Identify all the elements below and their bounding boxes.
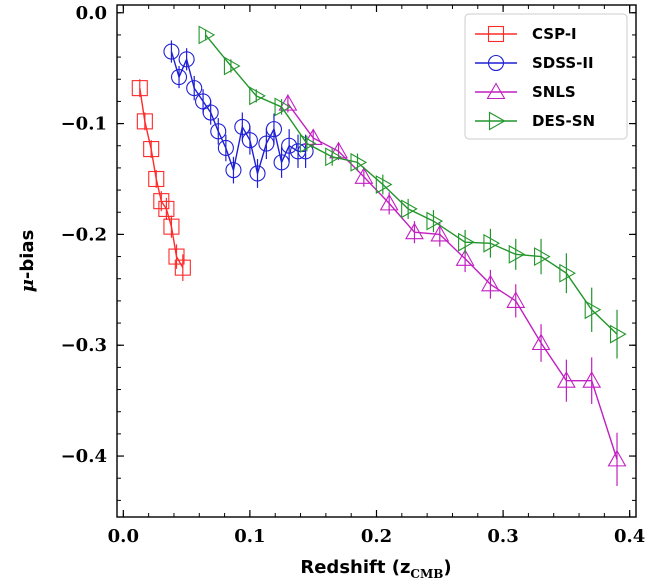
data-point bbox=[199, 26, 214, 43]
x-tick-label: 0.3 bbox=[487, 526, 518, 547]
x-axis-title: Redshift (zCMB) bbox=[300, 557, 451, 581]
x-tick-label: 0.1 bbox=[234, 526, 265, 547]
y-tick-label: −0.3 bbox=[61, 335, 107, 356]
y-axis-title: μ-bias bbox=[17, 230, 38, 293]
legend-item-des-sn: DES-SN bbox=[475, 112, 595, 130]
legend: CSP-I SDSS-II SNLS DES-SN bbox=[465, 14, 627, 139]
legend-item-sdss-ii: SDSS-II bbox=[475, 54, 594, 72]
x-tick-label: 0.0 bbox=[108, 526, 139, 547]
y-tick-label: 0.0 bbox=[76, 3, 107, 24]
y-tick-label: −0.4 bbox=[61, 446, 107, 467]
x-tick-label: 0.4 bbox=[614, 526, 645, 547]
y-tick-label: −0.1 bbox=[61, 114, 107, 135]
legend-label: DES-SN bbox=[532, 112, 595, 130]
x-tick-label: 0.2 bbox=[361, 526, 392, 547]
y-tick-label: −0.2 bbox=[61, 224, 107, 245]
legend-label: CSP-I bbox=[532, 25, 577, 43]
legend-label: SDSS-II bbox=[532, 54, 594, 72]
series-line-csp-i bbox=[140, 88, 183, 268]
series-snls bbox=[279, 95, 625, 486]
data-point bbox=[611, 326, 626, 343]
x-axis-title-close: ) bbox=[443, 557, 451, 578]
x-axis-title-subscript: CMB bbox=[410, 567, 443, 581]
series-sdss-ii bbox=[164, 40, 313, 187]
data-point bbox=[560, 265, 575, 282]
series-csp-i bbox=[132, 79, 190, 281]
series-line-snls bbox=[288, 104, 617, 460]
legend-label: SNLS bbox=[532, 83, 576, 101]
